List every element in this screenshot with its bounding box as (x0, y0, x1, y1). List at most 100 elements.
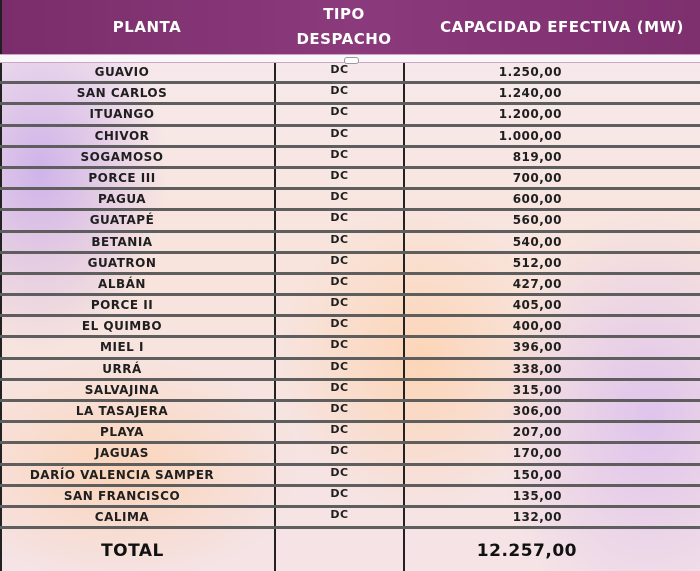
total-row: TOTAL 12.257,00 (0, 538, 700, 571)
tipo-despacho-cell: DC (330, 317, 349, 331)
resize-handle[interactable] (344, 57, 359, 64)
planta-cell: PLAYA (100, 425, 144, 440)
table-row: CHIVOR DC 1.000,00 (0, 127, 700, 148)
planta-cell: LA TASAJERA (75, 404, 169, 418)
capacidad-cell: 315,00 (512, 382, 562, 397)
table-row: LA TASAJERA DC 306,00 (0, 402, 700, 424)
planta-cell: PORCE III (88, 170, 156, 185)
table-row: URRÁ DC 338,00 (0, 360, 700, 381)
planta-cell: SOGAMOSO (80, 149, 164, 164)
tipo-despacho-cell: DC (330, 126, 349, 140)
table-row: GUAVIO DC 1.250,00 (0, 63, 700, 85)
capacidad-cell: 1.240,00 (498, 86, 562, 101)
table-row: GUATAPÉ DC 560,00 (0, 211, 700, 233)
tipo-despacho-cell: DC (330, 296, 349, 310)
capacidad-cell: 427,00 (512, 276, 562, 291)
table-row: SAN CARLOS DC 1.240,00 (0, 84, 700, 106)
tipo-despacho-cell: DC (330, 63, 349, 76)
tipo-despacho-cell: DC (330, 444, 349, 458)
table-row: GUATRON DC 512,00 (0, 254, 700, 275)
planta-cell: SAN FRANCISCO (63, 488, 181, 503)
table-body: GUAVIO DC 1.250,00 SAN CARLOS DC 1.240,00 ITUA… (0, 63, 700, 530)
tipo-despacho-cell: DC (330, 402, 349, 415)
table-row: PORCE II DC 405,00 (0, 296, 700, 318)
planta-cell: PORCE II (90, 298, 154, 313)
capacidad-cell: 1.250,00 (498, 65, 562, 79)
tipo-despacho-cell: DC (330, 105, 349, 119)
table-row: BETANIA DC 540,00 (0, 233, 700, 254)
capacidad-cell: 1.200,00 (498, 107, 562, 122)
capacidad-cell: 600,00 (512, 192, 562, 207)
capacidad-cell: 396,00 (512, 340, 562, 355)
planta-cell: SAN CARLOS (76, 86, 168, 101)
total-label: TOTAL (101, 541, 164, 561)
capacidad-cell: 132,00 (512, 509, 562, 524)
capacidad-cell: 405,00 (512, 298, 562, 313)
capacidad-cell: 512,00 (512, 255, 562, 270)
planta-cell: PAGUA (98, 192, 146, 207)
header-planta: PLANTA (112, 17, 182, 36)
table-row: MIEL I DC 396,00 (0, 338, 700, 360)
tipo-despacho-cell: DC (330, 147, 349, 161)
planta-cell: SALVAJINA (84, 382, 160, 397)
capacidad-cell: 400,00 (512, 319, 562, 334)
table-row: PAGUA DC 600,00 (0, 190, 700, 212)
planta-cell: GUATAPÉ (89, 213, 155, 228)
header-tipo-line2: DESPACHO (296, 30, 392, 48)
tipo-despacho-cell: DC (330, 507, 349, 521)
tipo-despacho-cell: DC (330, 359, 349, 373)
tipo-despacho-cell: DC (330, 274, 349, 288)
table-row: ITUANGO DC 1.200,00 (0, 105, 700, 127)
capacidad-cell: 1.000,00 (498, 128, 562, 143)
capacidad-cell: 338,00 (512, 361, 562, 376)
capacidad-cell: 306,00 (512, 404, 562, 418)
tipo-despacho-cell: DC (330, 211, 349, 225)
header-tipo-line1: TIPO (323, 5, 365, 23)
header-tipo-despacho: TIPO DESPACHO (284, 0, 404, 54)
table-row: PORCE III DC 700,00 (0, 168, 700, 191)
capacidad-cell: 819,00 (512, 149, 562, 164)
table-row: PLAYA DC 207,00 (0, 423, 700, 445)
capacidad-cell: 540,00 (512, 234, 562, 249)
tipo-despacho-cell: DC (330, 190, 349, 204)
table-row: SAN FRANCISCO DC 135,00 (0, 487, 700, 508)
tipo-despacho-cell: DC (330, 486, 349, 500)
planta-cell: EL QUIMBO (81, 319, 163, 334)
table-row: ALBÁN DC 427,00 (0, 274, 700, 297)
capacidad-cell: 207,00 (512, 425, 562, 440)
planta-cell: CHIVOR (94, 128, 150, 143)
planta-cell: BETANIA (91, 234, 153, 249)
tipo-despacho-cell: DC (330, 253, 349, 267)
capacidad-cell: 170,00 (512, 446, 562, 461)
total-value: 12.257,00 (476, 541, 577, 561)
planta-cell: CALIMA (94, 509, 150, 524)
planta-cell: URRÁ (102, 361, 142, 376)
planta-cell: MIEL I (100, 340, 144, 355)
table-row: EL QUIMBO DC 400,00 (0, 317, 700, 339)
planta-cell: GUATRON (87, 255, 157, 270)
table-row: JAGUAS DC 170,00 (0, 444, 700, 466)
planta-cell: JAGUAS (95, 446, 149, 461)
planta-cell: DARÍO VALENCIA SAMPER (29, 467, 215, 482)
planta-cell: GUAVIO (94, 65, 150, 79)
table-row: DARÍO VALENCIA SAMPER DC 150,00 (0, 466, 700, 487)
capacidad-cell: 150,00 (512, 467, 562, 482)
tipo-despacho-cell: DC (330, 338, 349, 352)
tipo-despacho-cell: DC (330, 232, 349, 246)
header-capacidad-efectiva: CAPACIDAD EFECTIVA (MW) (440, 17, 684, 36)
tipo-despacho-cell: DC (330, 465, 349, 479)
table-row: SALVAJINA DC 315,00 (0, 381, 700, 402)
planta-cell: ALBÁN (98, 276, 146, 291)
capacidad-cell: 700,00 (512, 170, 562, 185)
tipo-despacho-cell: DC (330, 84, 349, 98)
tipo-despacho-cell: DC (330, 423, 349, 437)
tipo-despacho-cell: DC (330, 168, 349, 182)
tipo-despacho-cell: DC (330, 380, 349, 394)
table-row: CALIMA DC 132,00 (0, 507, 700, 530)
table-row: SOGAMOSO DC 819,00 (0, 148, 700, 169)
capacidad-cell: 135,00 (512, 488, 562, 503)
capacidad-cell: 560,00 (512, 213, 562, 228)
planta-cell: ITUANGO (89, 107, 155, 122)
table-header: PLANTA TIPO DESPACHO CAPACIDAD EFECTIVA … (0, 0, 700, 54)
